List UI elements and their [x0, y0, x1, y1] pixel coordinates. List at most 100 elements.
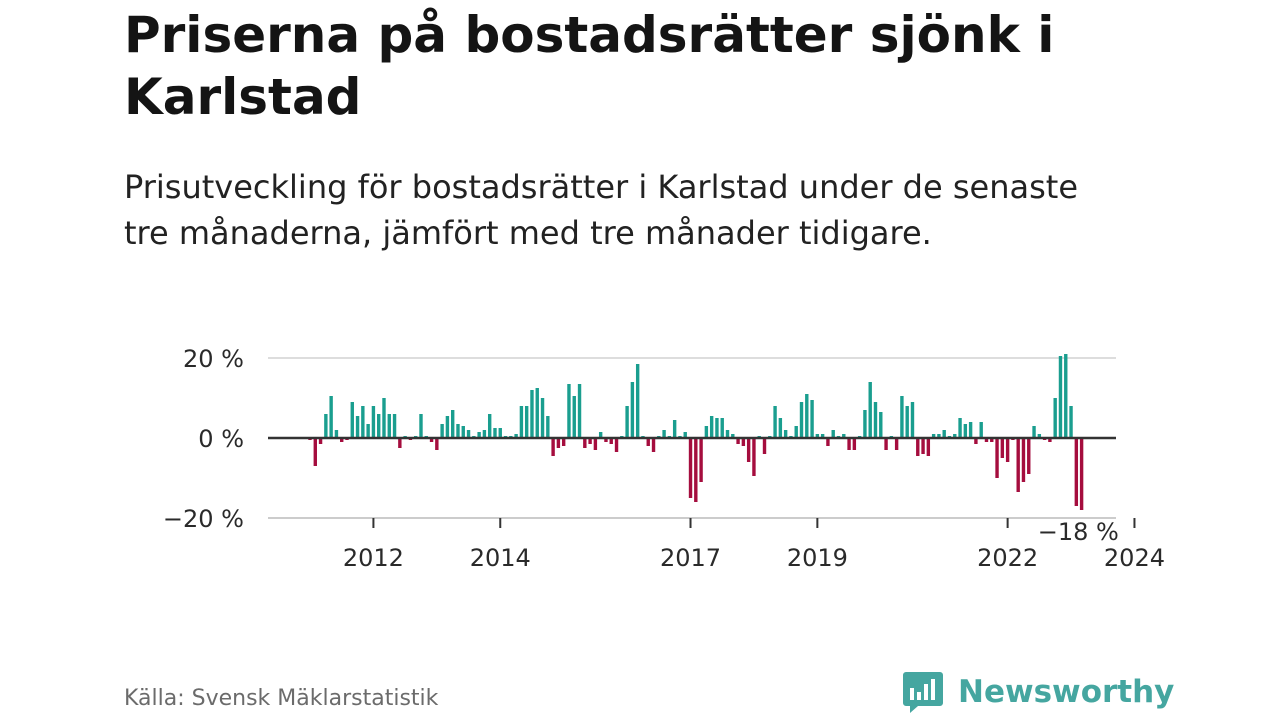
bar	[873, 402, 878, 438]
bar	[720, 418, 724, 438]
bar	[725, 430, 730, 438]
bar	[910, 402, 915, 438]
bar	[340, 438, 344, 442]
bar	[968, 422, 973, 438]
bar	[398, 438, 402, 448]
bar	[794, 426, 798, 438]
y-tick-label: −20 %	[163, 505, 244, 533]
bar	[377, 414, 381, 438]
x-tick-label: 2019	[787, 544, 848, 572]
newsworthy-logo-icon	[903, 672, 943, 713]
bar	[683, 432, 687, 438]
bar	[1027, 438, 1031, 474]
bar	[461, 426, 465, 438]
bar	[435, 438, 439, 450]
bar	[921, 438, 925, 454]
bar	[805, 394, 809, 438]
bar	[567, 384, 571, 438]
bar	[1069, 406, 1073, 438]
bar	[604, 438, 608, 442]
bar	[662, 430, 666, 438]
bar	[1058, 356, 1063, 438]
bar	[440, 424, 444, 438]
bar	[694, 438, 698, 502]
bar	[752, 438, 756, 476]
bar	[1048, 438, 1052, 442]
bar	[445, 416, 450, 438]
bar	[884, 438, 888, 450]
bar	[598, 432, 603, 438]
bar	[953, 434, 957, 438]
axes	[268, 436, 1136, 528]
bar	[614, 438, 619, 452]
chart-subtitle: Prisutveckling för bostadsrätter i Karls…	[124, 168, 1078, 252]
bar	[905, 406, 909, 438]
bar	[815, 434, 820, 438]
bar	[493, 428, 497, 438]
bar	[482, 430, 487, 438]
bar	[1037, 434, 1042, 438]
bar	[931, 434, 936, 438]
bar	[1021, 438, 1026, 482]
bar	[831, 430, 835, 438]
bar	[741, 438, 746, 446]
x-tick-label: 2017	[660, 544, 721, 572]
bar	[715, 418, 719, 438]
bar	[387, 414, 391, 438]
bar	[894, 438, 899, 450]
bar	[942, 430, 946, 438]
bar	[514, 434, 518, 438]
bar	[392, 414, 397, 438]
bar	[963, 424, 968, 438]
bar	[588, 438, 592, 444]
bar	[979, 422, 983, 438]
bar	[762, 438, 767, 454]
bar	[672, 420, 677, 438]
bar	[546, 416, 550, 438]
bar	[451, 410, 455, 438]
bar	[688, 438, 693, 498]
last-value-label: −18 %	[1038, 518, 1119, 546]
bar	[556, 438, 561, 448]
source-note: Källa: Svensk Mäklarstatistik	[124, 686, 439, 711]
bar	[926, 438, 931, 456]
bar	[625, 406, 629, 438]
y-tick-label: 20 %	[183, 345, 244, 373]
bar	[524, 406, 529, 438]
bar	[477, 432, 481, 438]
bar	[879, 412, 883, 438]
bar	[429, 438, 434, 442]
bar	[583, 438, 587, 448]
bar	[313, 438, 317, 466]
bar	[1079, 438, 1084, 510]
bar	[868, 382, 872, 438]
bar	[334, 430, 339, 438]
bar	[984, 438, 989, 442]
bar	[651, 438, 656, 452]
bar	[746, 438, 751, 462]
bar	[842, 434, 846, 438]
bar	[530, 390, 534, 438]
bar	[937, 434, 941, 438]
chart-title: Priserna på bostadsrätter sjönk i Karlst…	[124, 6, 1055, 126]
bar	[361, 406, 365, 438]
bar	[366, 424, 370, 438]
bar	[535, 388, 539, 438]
bar	[1074, 438, 1079, 506]
bar	[995, 438, 999, 478]
bar	[371, 406, 376, 438]
bar	[1064, 354, 1068, 438]
bar	[635, 364, 640, 438]
bar	[466, 430, 471, 438]
bar	[709, 416, 714, 438]
bar	[852, 438, 857, 450]
bar	[799, 402, 804, 438]
bar	[1005, 438, 1010, 462]
bar	[593, 438, 598, 450]
bar	[382, 398, 386, 438]
bar	[773, 406, 777, 438]
bar	[630, 382, 635, 438]
bar	[731, 434, 735, 438]
bars	[308, 354, 1084, 510]
